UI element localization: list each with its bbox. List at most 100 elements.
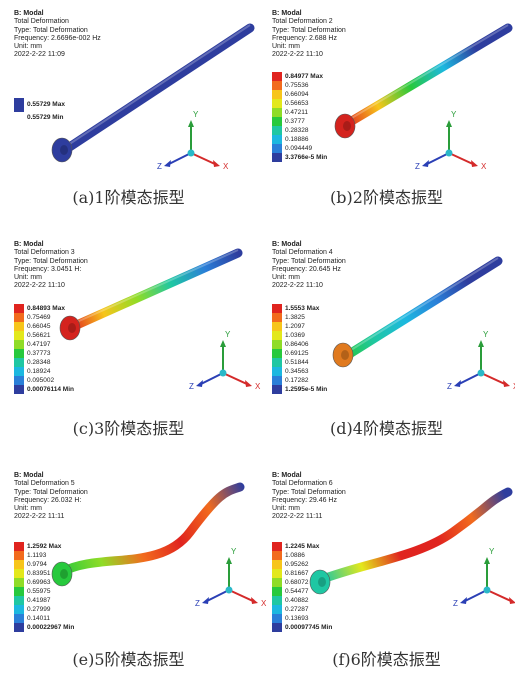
legend-swatch <box>272 90 282 99</box>
modal-panel: B: Modal Total Deformation 3 Type: Total D… <box>0 231 261 461</box>
deformed-beam-render <box>309 487 513 595</box>
result-info: B: Modal Total Deformation 4 Type: Total D… <box>272 241 346 291</box>
axis-z-label: Z <box>415 162 420 171</box>
deformed-beam-render <box>59 248 243 341</box>
legend-row: 0.75536 <box>272 81 327 90</box>
legend-swatch <box>14 587 24 596</box>
legend-label: 0.54477 <box>285 588 309 595</box>
legend-label: 0.95262 <box>285 561 309 568</box>
flange-end <box>332 342 354 368</box>
legend-row: 0.28328 <box>272 126 327 135</box>
legend-swatch <box>14 313 24 322</box>
legend-label: 0.51844 <box>285 359 309 366</box>
legend-swatch <box>272 614 282 623</box>
color-legend: 1.5553 Max 1.3825 1.2097 1.0369 0.86406 0.691… <box>272 304 327 394</box>
legend-swatch <box>272 135 282 144</box>
legend-swatch <box>272 126 282 135</box>
beam-body <box>340 23 513 130</box>
legend-swatch <box>272 605 282 614</box>
legend-label: 1.2595e-5 Min <box>285 386 328 393</box>
legend-label: 0.18924 <box>27 368 51 375</box>
legend-row: 0.47197 <box>14 340 74 349</box>
info-frequency: Frequency: 2.688 Hz <box>272 34 337 42</box>
legend-label: 0.28328 <box>285 127 309 134</box>
legend-swatch <box>14 331 24 340</box>
info-date: 2022-2-22 11:11 <box>272 513 323 521</box>
axis-x-label: X <box>223 162 229 171</box>
result-info: B: Modal Total Deformation Type: Total Def… <box>14 10 101 60</box>
legend-swatch <box>272 587 282 596</box>
info-unit: Unit: mm <box>14 43 42 51</box>
legend-label: 0.47211 <box>285 109 309 116</box>
legend-row: 0.14011 <box>14 614 74 623</box>
info-frequency: Frequency: 3.0451 H: <box>14 265 82 273</box>
legend-row: 0.095002 <box>14 376 74 385</box>
info-date: 2022-2-22 11:10 <box>272 282 323 290</box>
panel-caption: (e)5阶模态振型 <box>72 650 185 669</box>
axis-z-label: Z <box>195 599 200 608</box>
info-title: Total Deformation 3 <box>14 249 75 257</box>
info-type: Type: Total Deformation <box>272 488 346 496</box>
result-info: B: Modal Total Deformation 6 Type: Total D… <box>272 472 346 522</box>
legend-row: 0.094449 <box>272 144 327 153</box>
legend-label: 1.0369 <box>285 332 305 339</box>
legend-label: 1.3825 <box>285 314 305 321</box>
axis-triad: Y X Z <box>447 330 515 391</box>
legend-swatch <box>272 551 282 560</box>
legend-label: 0.00097745 Min <box>285 624 333 631</box>
legend-label: 0.55975 <box>27 588 51 595</box>
legend-swatch <box>272 108 282 117</box>
legend-label: 0.14011 <box>27 615 51 622</box>
legend-row: 0.51844 <box>272 358 327 367</box>
legend-swatch <box>272 358 282 367</box>
legend-row: 1.1193 <box>14 551 74 560</box>
legend-row: 0.66045 <box>14 322 74 331</box>
legend-row: 0.55729 Min <box>14 113 65 122</box>
panel-caption: (c)3阶模态振型 <box>72 419 185 438</box>
info-header: B: Modal <box>272 10 302 17</box>
legend-row: 1.0886 <box>272 551 332 560</box>
legend-row: 1.2097 <box>272 322 327 331</box>
legend-swatch <box>272 322 282 331</box>
legend-swatch <box>14 605 24 614</box>
axis-z-label: Z <box>189 382 194 391</box>
info-title: Total Deformation <box>14 18 69 26</box>
info-unit: Unit: mm <box>272 43 300 51</box>
legend-label: 0.66045 <box>27 323 51 330</box>
deformed-beam-render <box>332 256 503 368</box>
panel-caption: (a)1阶模态振型 <box>72 188 185 207</box>
info-frequency: Frequency: 26.032 H: <box>14 496 82 504</box>
legend-swatch <box>14 304 24 313</box>
legend-swatch <box>272 569 282 578</box>
deformed-beam-render <box>51 482 245 587</box>
legend-label: 0.18886 <box>285 136 309 143</box>
legend-label: 1.5553 Max <box>285 305 320 312</box>
info-title: Total Deformation 6 <box>272 480 333 488</box>
panel-caption: (b)2阶模态振型 <box>330 188 443 207</box>
legend-label: 1.1193 <box>27 552 47 559</box>
legend-label: 0.75469 <box>27 314 51 321</box>
legend-label: 1.2245 Max <box>285 543 320 550</box>
legend-swatch <box>272 81 282 90</box>
legend-swatch <box>272 596 282 605</box>
legend-row: 0.68072 <box>272 578 332 587</box>
info-unit: Unit: mm <box>272 505 300 513</box>
legend-swatch <box>14 340 24 349</box>
legend-label: 0.81667 <box>285 570 309 577</box>
legend-row: 0.69963 <box>14 578 74 587</box>
info-frequency: Frequency: 29.46 Hz <box>272 496 337 504</box>
info-header: B: Modal <box>14 241 44 248</box>
legend-row: 3.3766e-5 Min <box>272 153 327 162</box>
legend-swatch <box>14 560 24 569</box>
color-legend: 1.2592 Max 1.1193 0.9794 0.83951 0.69963 0.55… <box>14 542 74 632</box>
info-unit: Unit: mm <box>14 274 42 282</box>
legend-label: 0.55729 Max <box>27 101 65 108</box>
legend-row: 0.69125 <box>272 349 327 358</box>
info-type: Type: Total Deformation <box>14 488 88 496</box>
legend-row: 0.17282 <box>272 376 327 385</box>
flange-end <box>334 113 356 139</box>
legend-swatch <box>14 542 24 551</box>
legend-swatch <box>272 349 282 358</box>
legend-label: 0.83951 <box>27 570 51 577</box>
legend-row: 0.56653 <box>272 99 327 108</box>
